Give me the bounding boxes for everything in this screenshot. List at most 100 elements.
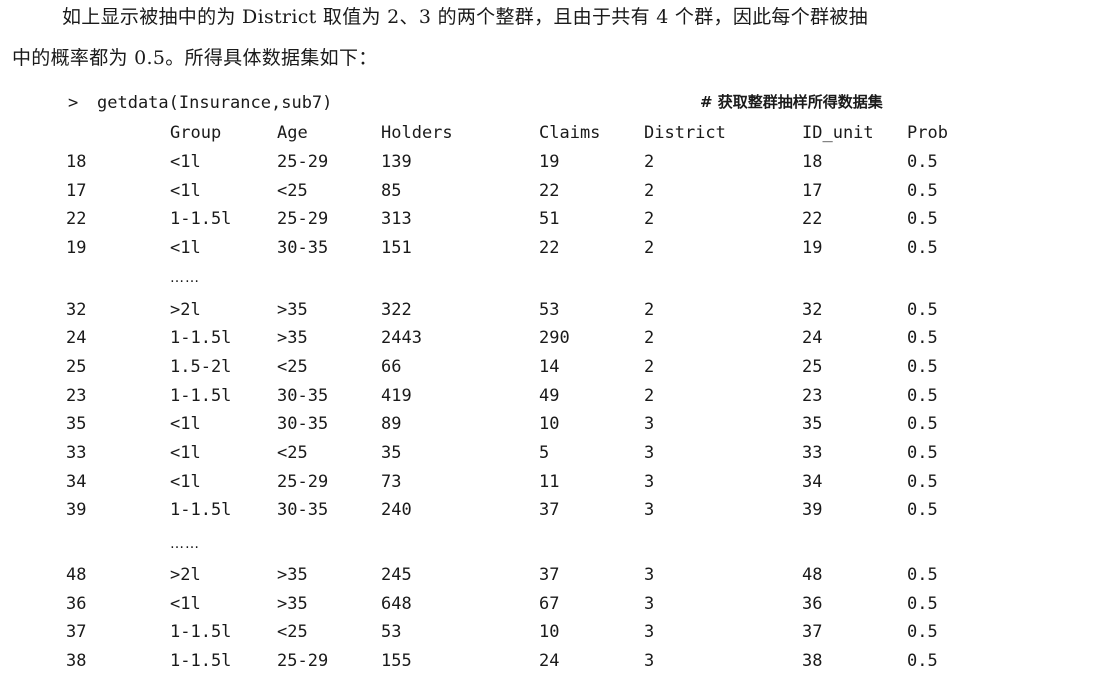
- table-cell-id-unit: 48: [802, 565, 823, 585]
- table-cell-age: 25-29: [277, 152, 329, 172]
- table-cell-district: 2: [644, 238, 655, 258]
- row-name: 34: [66, 472, 87, 492]
- row-name: 35: [66, 414, 87, 434]
- table-cell-prob: 0.5: [907, 651, 938, 671]
- paragraph-line-1: 如上显示被抽中的为 District 取值为 2、3 的两个整群，且由于共有 4…: [62, 6, 868, 28]
- table-cell-group: <1l: [170, 152, 201, 172]
- table-cell-group: 1-1.5l: [170, 328, 232, 348]
- table-cell-holders: 85: [381, 181, 402, 201]
- table-cell-group: >2l: [170, 565, 201, 585]
- row-name: 32: [66, 300, 87, 320]
- row-name: 39: [66, 500, 87, 520]
- paragraph-line-2: 中的概率都为 0.5。所得具体数据集如下：: [12, 47, 378, 69]
- table-cell-claims: 19: [539, 152, 560, 172]
- row-name: 37: [66, 622, 87, 642]
- table-cell-group: <1l: [170, 594, 201, 614]
- table-cell-age: <25: [277, 622, 308, 642]
- row-name: 17: [66, 181, 87, 201]
- table-cell-group: 1.5-2l: [170, 357, 232, 377]
- table-cell-age: <25: [277, 357, 308, 377]
- table-cell-prob: 0.5: [907, 622, 938, 642]
- row-name: 48: [66, 565, 87, 585]
- table-cell-claims: 37: [539, 500, 560, 520]
- table-cell-prob: 0.5: [907, 357, 938, 377]
- table-cell-prob: 0.5: [907, 565, 938, 585]
- table-cell-claims: 5: [539, 443, 550, 463]
- table-cell-district: 2: [644, 152, 655, 172]
- table-cell-prob: 0.5: [907, 443, 938, 463]
- table-cell-age: 30-35: [277, 238, 329, 258]
- table-cell-holders: 2443: [381, 328, 422, 348]
- row-name: 36: [66, 594, 87, 614]
- table-cell-claims: 10: [539, 414, 560, 434]
- table-cell-claims: 49: [539, 386, 560, 406]
- table-cell-group: >2l: [170, 300, 201, 320]
- row-name: 24: [66, 328, 87, 348]
- table-cell-prob: 0.5: [907, 386, 938, 406]
- table-cell-age: >35: [277, 300, 308, 320]
- table-cell-age: 25-29: [277, 651, 329, 671]
- column-header-district: District: [644, 123, 726, 143]
- table-cell-holders: 313: [381, 209, 412, 229]
- table-cell-age: 30-35: [277, 414, 329, 434]
- table-cell-prob: 0.5: [907, 300, 938, 320]
- table-cell-claims: 10: [539, 622, 560, 642]
- command-code: getdata(Insurance,sub7): [97, 93, 333, 113]
- table-cell-prob: 0.5: [907, 472, 938, 492]
- table-cell-district: 3: [644, 414, 655, 434]
- table-cell-holders: 35: [381, 443, 402, 463]
- table-cell-age: 30-35: [277, 500, 329, 520]
- table-cell-group: <1l: [170, 238, 201, 258]
- table-cell-claims: 290: [539, 328, 570, 348]
- table-cell-group: <1l: [170, 414, 201, 434]
- table-cell-group: <1l: [170, 443, 201, 463]
- table-cell-claims: 22: [539, 181, 560, 201]
- table-cell-prob: 0.5: [907, 209, 938, 229]
- table-cell-claims: 51: [539, 209, 560, 229]
- table-cell-group: 1-1.5l: [170, 209, 232, 229]
- table-cell-holders: 240: [381, 500, 412, 520]
- table-cell-holders: 648: [381, 594, 412, 614]
- table-cell-id-unit: 36: [802, 594, 823, 614]
- table-cell-claims: 22: [539, 238, 560, 258]
- table-cell-claims: 24: [539, 651, 560, 671]
- row-name: 18: [66, 152, 87, 172]
- table-cell-district: 3: [644, 651, 655, 671]
- table-cell-id-unit: 25: [802, 357, 823, 377]
- table-cell-holders: 89: [381, 414, 402, 434]
- table-cell-age: 25-29: [277, 472, 329, 492]
- table-cell-district: 2: [644, 328, 655, 348]
- table-cell-id-unit: 35: [802, 414, 823, 434]
- table-cell-holders: 245: [381, 565, 412, 585]
- table-cell-prob: 0.5: [907, 152, 938, 172]
- table-cell-holders: 73: [381, 472, 402, 492]
- command-prompt: >: [68, 93, 79, 113]
- table-cell-id-unit: 33: [802, 443, 823, 463]
- table-cell-district: 3: [644, 594, 655, 614]
- row-name: 25: [66, 357, 87, 377]
- table-cell-prob: 0.5: [907, 238, 938, 258]
- table-cell-group: <1l: [170, 181, 201, 201]
- table-cell-prob: 0.5: [907, 414, 938, 434]
- table-cell-district: 3: [644, 500, 655, 520]
- row-name: 19: [66, 238, 87, 258]
- column-header-age: Age: [277, 123, 308, 143]
- table-cell-district: 3: [644, 472, 655, 492]
- table-cell-district: 2: [644, 181, 655, 201]
- table-cell-holders: 419: [381, 386, 412, 406]
- table-cell-id-unit: 17: [802, 181, 823, 201]
- table-cell-district: 2: [644, 300, 655, 320]
- table-cell-id-unit: 22: [802, 209, 823, 229]
- table-cell-prob: 0.5: [907, 500, 938, 520]
- table-cell-group: 1-1.5l: [170, 500, 232, 520]
- table-cell-id-unit: 39: [802, 500, 823, 520]
- table-cell-district: 3: [644, 622, 655, 642]
- row-name: 23: [66, 386, 87, 406]
- table-cell-district: 2: [644, 386, 655, 406]
- table-cell-age: >35: [277, 565, 308, 585]
- ellipsis: ……: [170, 270, 200, 286]
- table-cell-prob: 0.5: [907, 181, 938, 201]
- table-cell-age: <25: [277, 181, 308, 201]
- table-cell-id-unit: 23: [802, 386, 823, 406]
- table-cell-age: >35: [277, 594, 308, 614]
